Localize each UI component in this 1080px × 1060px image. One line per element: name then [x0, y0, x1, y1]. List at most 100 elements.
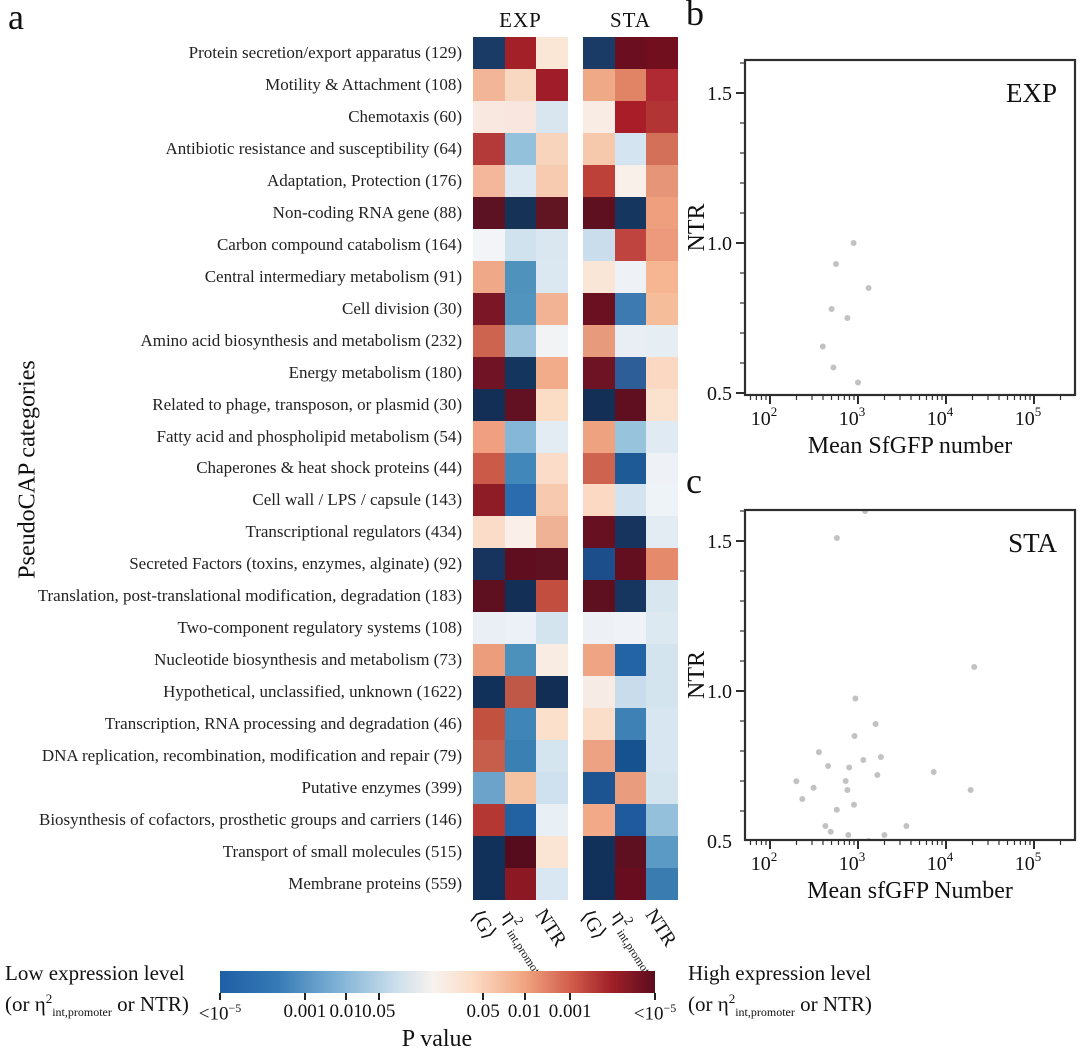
heatmap-cell [504, 196, 537, 229]
y-tick-label: 1.0 [707, 233, 732, 255]
colorbar-tick-label: 0.001 [283, 1001, 327, 1022]
heatmap-cell [583, 516, 615, 549]
heatmap-cell [646, 100, 678, 133]
heatmap-cell [473, 324, 505, 357]
heatmap-cell [536, 388, 568, 421]
heatmap-cell [583, 420, 615, 453]
heatmap-cell [473, 132, 505, 165]
heatmap-row-label: Membrane proteins (559) [288, 873, 462, 893]
heatmap-cell [504, 324, 537, 357]
heatmap-row-label: Transcriptional regulators (434) [245, 522, 462, 542]
heatmap-cell [473, 836, 505, 869]
colorbar-axis-label: P value [401, 1026, 473, 1052]
heatmap-cell [473, 580, 505, 613]
heatmap-cell [614, 196, 647, 229]
heatmap-cell [583, 132, 615, 165]
heatmap-cell [504, 644, 537, 677]
heatmap-cell [536, 260, 568, 293]
y-axis-label: NTR [684, 651, 710, 699]
heatmap-cell [473, 676, 505, 709]
colorbar-tick-mark [569, 993, 572, 1000]
heatmap-cell [646, 68, 678, 101]
heatmap-cell [583, 324, 615, 357]
heatmap-cell [504, 548, 537, 581]
colorbar-tick-mark [219, 993, 221, 1000]
heatmap-row-label: Central intermediary metabolism (91) [204, 266, 462, 286]
heatmap-cell [536, 836, 568, 869]
heatmap-cell [473, 548, 505, 581]
y-tick-label: 0.5 [707, 831, 732, 853]
heatmap-row-label: Energy metabolism (180) [288, 362, 462, 382]
y-tick-label: 1.0 [707, 681, 732, 703]
heatmap-cell [583, 228, 615, 261]
x-tick-label: 105 [1015, 849, 1042, 875]
heatmap-cell [583, 772, 615, 805]
heatmap-cell [504, 228, 537, 261]
heatmap-cell [583, 676, 615, 709]
heatmap-cell [473, 484, 505, 517]
heatmap-cell [614, 164, 647, 197]
heatmap-cell [646, 164, 678, 197]
axis-ticks [736, 510, 1062, 849]
heatmap-cell [646, 644, 678, 677]
heatmap-row-label: Biosynthesis of cofactors, prosthetic gr… [39, 810, 462, 830]
heatmap-cell [473, 388, 505, 421]
heatmap-cell [536, 612, 568, 645]
heatmap-group-header-exp: EXP [499, 8, 542, 32]
heatmap-group-header-sta: STA [610, 8, 651, 32]
heatmap-cell [473, 868, 505, 900]
heatmap-cell [504, 68, 537, 101]
heatmap-cell [504, 100, 537, 133]
heatmap-cell [536, 804, 568, 837]
heatmap-cell [646, 804, 678, 837]
heatmap-cell [473, 612, 505, 645]
heatmap-cell [614, 868, 647, 900]
heatmap-cell [504, 356, 537, 389]
heatmap-row-label: Cell division (30) [342, 298, 462, 318]
heatmap-cell [536, 164, 568, 197]
heatmap-row-label: Secreted Factors (toxins, enzymes, algin… [129, 554, 462, 574]
heatmap-cell [646, 708, 678, 741]
heatmap-cell [473, 196, 505, 229]
heatmap-cell [504, 708, 537, 741]
heatmap-cell [646, 228, 678, 261]
x-tick-label: 102 [751, 404, 778, 430]
heatmap-cell [583, 260, 615, 293]
heatmap-row-label: Transcription, RNA processing and degrad… [104, 714, 462, 734]
heatmap-cell [583, 740, 615, 773]
heatmap-cell [583, 37, 615, 69]
heatmap-row-label: Motility & Attachment (108) [265, 74, 462, 94]
colorbar-tick-mark [523, 993, 526, 1000]
heatmap-cell [583, 388, 615, 421]
heatmap-cell [536, 100, 568, 133]
heatmap-cell [473, 516, 505, 549]
heatmap-cell [536, 356, 568, 389]
heatmap-cell [583, 196, 615, 229]
heatmap-cell [473, 228, 505, 261]
colorbar-tick-label: 0.05 [362, 1001, 396, 1022]
y-tick-label: 1.5 [707, 531, 732, 553]
heatmap-cell [646, 484, 678, 517]
heatmap-row-label: Amino acid biosynthesis and metabolism (… [140, 330, 462, 350]
heatmap-cell [614, 452, 647, 485]
heatmap-cell [536, 548, 568, 581]
heatmap-row-label: Non-coding RNA gene (88) [272, 202, 462, 222]
colorbar-tick-label: <10−5 [198, 1001, 242, 1025]
panel-a-letter: a [8, 0, 24, 37]
heatmap-cell [583, 580, 615, 613]
heatmap-cell [536, 644, 568, 677]
y-tick-label: 1.5 [707, 83, 732, 105]
heatmap-cell [614, 740, 647, 773]
heatmap-row-label: Fatty acid and phospholipid metabolism (… [156, 426, 463, 446]
heatmap-cell [614, 228, 647, 261]
x-tick-label: 102 [751, 849, 778, 875]
heatmap-cell [646, 452, 678, 485]
heatmap-cell [614, 324, 647, 357]
gray-points [819, 240, 872, 386]
heatmap-row-label: Adaptation, Protection (176) [267, 170, 462, 190]
heatmap-cell [473, 804, 505, 837]
heatmap-cell [646, 132, 678, 165]
x-tick-label: 103 [839, 849, 866, 875]
x-tick-label: 104 [927, 849, 954, 875]
